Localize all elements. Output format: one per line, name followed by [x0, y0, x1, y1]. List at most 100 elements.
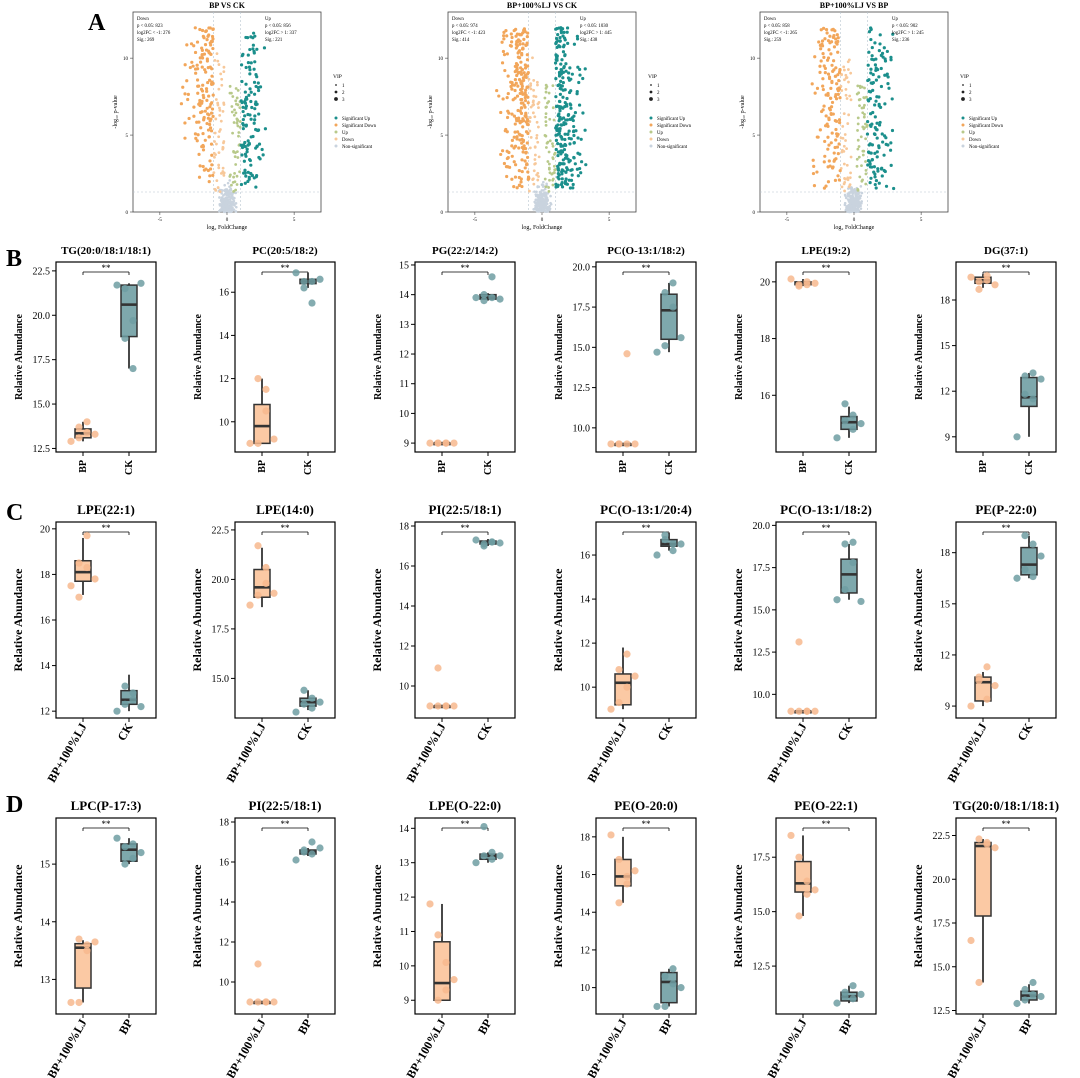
point-up: [862, 96, 866, 99]
point-down: [843, 78, 846, 82]
data-point: [841, 540, 849, 548]
volcano-frame: [132, 11, 322, 213]
point-sig-up: [875, 121, 879, 125]
y-tick-label: 12.5: [933, 1006, 951, 1017]
point-sig-up: [572, 155, 576, 160]
point-sig-up: [889, 58, 893, 62]
signif-label: **: [642, 523, 652, 533]
point-sig-up: [868, 160, 872, 164]
point-sig-down: [515, 94, 520, 98]
point-up: [857, 145, 861, 148]
volcano-plot: BP+100%LJ VS CK Down p < 0.05: 974 log2FC <…: [428, 1, 692, 231]
point-sig-up: [254, 185, 258, 189]
point-sig-up: [250, 105, 254, 110]
data-point: [496, 539, 504, 547]
point-sig-up: [878, 42, 882, 46]
y-tick-label: 15: [940, 341, 950, 352]
point-down: [222, 65, 226, 69]
y-tick-label: 16: [219, 858, 229, 869]
point-up: [238, 120, 242, 123]
point-up: [551, 157, 555, 161]
data-point: [623, 880, 631, 888]
point-sig-up: [568, 186, 573, 190]
point-up: [551, 183, 555, 187]
point-sig-down: [208, 78, 212, 82]
point-sig-up: [261, 153, 265, 157]
point-sig-up: [871, 72, 875, 77]
point-nonsig: [860, 191, 864, 195]
point-down: [536, 140, 540, 144]
point-down: [845, 97, 849, 100]
signif-label: **: [642, 819, 652, 829]
point-sig-up: [243, 101, 248, 105]
point-sig-down: [837, 118, 842, 122]
box-plot-frame: [55, 521, 157, 719]
box-plot-frame: [414, 817, 516, 1015]
point-sig-down: [193, 50, 198, 55]
box-plot-title: PC(O-13:1/18:2): [607, 245, 685, 257]
x-tick-label: 5: [293, 218, 296, 223]
point-down: [221, 166, 225, 170]
data-point: [129, 854, 137, 862]
data-point: [480, 822, 488, 831]
point-down: [537, 155, 541, 159]
point-sig-up: [554, 138, 559, 142]
data-point: [480, 542, 488, 550]
point-sig-down: [826, 93, 830, 97]
point-sig-up: [571, 118, 575, 123]
point-sig-down: [197, 84, 201, 88]
point-sig-up: [256, 81, 260, 85]
point-sig-down: [524, 113, 528, 117]
data-point: [472, 536, 480, 544]
data-point: [129, 364, 137, 373]
point-sig-up: [559, 87, 563, 91]
vip-legend-marker: [649, 90, 653, 94]
data-point: [442, 439, 450, 447]
point-down: [846, 122, 850, 125]
point-sig-down: [202, 36, 206, 40]
point-sig-down: [526, 70, 530, 75]
point-sig-up: [555, 56, 559, 60]
point-sig-down: [513, 163, 518, 167]
data-point: [841, 988, 849, 996]
box-plot: DG(37:1) ** BP CK 9 12 15 18 Relative Abundance: [914, 245, 1057, 475]
signif-label: **: [102, 523, 112, 533]
point-sig-down: [815, 86, 820, 90]
point-sig-down: [181, 85, 185, 89]
point-down: [848, 94, 852, 98]
point-sig-up: [575, 167, 579, 171]
point-sig-down: [210, 153, 214, 157]
point-down: [845, 76, 849, 79]
y-axis-label: Relative Abundance: [193, 314, 204, 400]
point-sig-down: [523, 30, 527, 34]
point-up: [236, 118, 240, 122]
point-sig-down: [524, 163, 529, 167]
point-sig-down: [820, 39, 825, 43]
y-axis-label: -log₁₀ p-value: [113, 95, 119, 129]
point-sig-up: [580, 160, 584, 164]
point-sig-down: [208, 126, 213, 130]
data-point: [623, 650, 631, 658]
point-up: [552, 118, 556, 122]
box-plot-title: TG(20:0/18:1/18:1): [953, 798, 1059, 813]
point-sig-down: [194, 136, 198, 141]
data-point: [833, 596, 841, 604]
point-sig-down: [811, 158, 815, 162]
point-sig-up: [249, 99, 253, 104]
point-sig-up: [869, 124, 873, 128]
point-sig-up: [559, 31, 563, 35]
box-plot: PI(22:5/18:1) ** BP+100%LJ BP 10 12 14 16 18 Rela…: [190, 798, 336, 1078]
point-sig-up: [251, 43, 255, 47]
point-sig-down: [193, 26, 197, 30]
point-up: [543, 177, 547, 181]
y-tick-label: 16: [580, 551, 590, 562]
point-down: [848, 176, 852, 180]
point-sig-down: [816, 135, 820, 139]
point-down: [532, 169, 536, 173]
point-sig-up: [553, 61, 558, 65]
point-nonsig: [540, 198, 543, 202]
point-sig-up: [874, 68, 878, 73]
point-sig-up: [250, 174, 254, 178]
data-point: [623, 872, 631, 881]
point-sig-down: [831, 165, 835, 169]
